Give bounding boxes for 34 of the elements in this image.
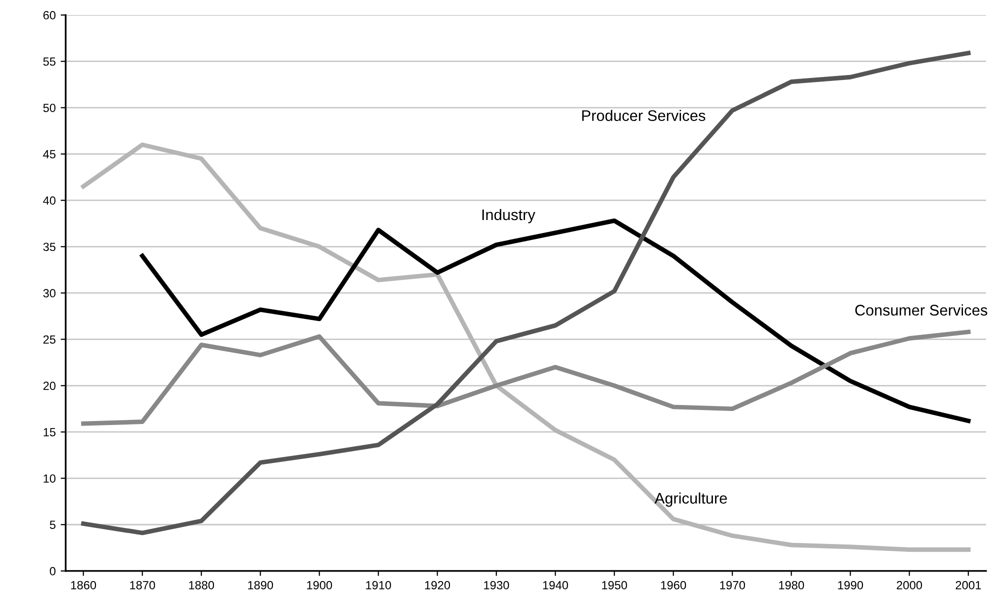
y-tick-label: 15 bbox=[44, 428, 56, 436]
x-tick-label: 1860 bbox=[71, 580, 96, 590]
y-tick-label: 45 bbox=[43, 150, 56, 158]
x-tick-label: 1940 bbox=[543, 580, 568, 590]
x-tick-label: 1870 bbox=[130, 580, 156, 590]
y-tick-label: 25 bbox=[43, 335, 56, 344]
x-tick-label: 1910 bbox=[366, 580, 392, 590]
series-label: Consumer Services bbox=[855, 304, 988, 316]
y-tick-label: 40 bbox=[43, 196, 56, 205]
x-tick-label: 1950 bbox=[602, 580, 628, 590]
x-tick-label: 2001 bbox=[956, 580, 981, 590]
series-label: Agriculture bbox=[654, 492, 727, 507]
series-label: Producer Services bbox=[582, 110, 706, 122]
series-label: Industry bbox=[482, 208, 536, 224]
x-tick-label: 1960 bbox=[661, 580, 686, 590]
x-tick-label: 1920 bbox=[425, 580, 450, 590]
x-tick-label: 1900 bbox=[307, 580, 332, 590]
y-tick-label: 20 bbox=[43, 382, 56, 390]
y-tick-label: 0 bbox=[50, 566, 56, 576]
y-tick-label: 60 bbox=[43, 11, 56, 20]
y-tick-label: 5 bbox=[50, 520, 56, 530]
x-tick-label: 1990 bbox=[838, 580, 864, 590]
y-tick-label: 10 bbox=[44, 474, 56, 483]
line-series bbox=[81, 330, 971, 426]
x-tick-label: 1890 bbox=[248, 580, 274, 590]
y-tick-label: 30 bbox=[43, 289, 56, 298]
x-tick-label: 1980 bbox=[779, 580, 804, 590]
x-tick-label: 1880 bbox=[189, 580, 214, 590]
x-tick-label: 1930 bbox=[484, 580, 510, 590]
y-tick-label: 50 bbox=[43, 104, 56, 112]
x-tick-label: 1970 bbox=[720, 580, 746, 590]
y-tick-label: 35 bbox=[43, 242, 56, 252]
x-tick-label: 2000 bbox=[896, 580, 922, 590]
y-tick-label: 55 bbox=[43, 58, 56, 66]
